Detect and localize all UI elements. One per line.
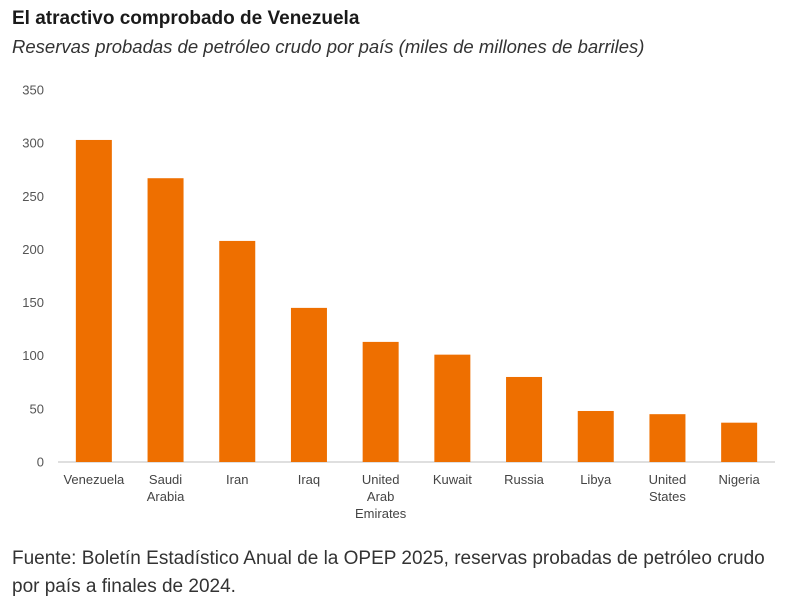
bar — [147, 178, 184, 462]
x-tick-label: Venezuela — [63, 472, 124, 487]
y-tick-label: 200 — [22, 242, 44, 257]
x-tick-label: Saudi Arabia — [147, 472, 185, 504]
x-tick-label: Iraq — [298, 472, 320, 487]
x-axis: Venezuela Saudi Arabia Iran Iraq United Arab Em… — [63, 472, 760, 521]
y-tick-label: 250 — [22, 189, 44, 204]
bar-chart: 0 50 100 150 200 250 300 350 Venezuela Saudi Arab… — [22, 83, 775, 521]
y-tick-label: 0 — [37, 455, 44, 470]
y-tick-label: 300 — [22, 136, 44, 151]
y-axis: 0 50 100 150 200 250 300 350 — [22, 83, 44, 470]
y-tick-label: 150 — [22, 295, 44, 310]
y-tick-label: 100 — [22, 348, 44, 363]
x-tick-label: Russia — [504, 472, 545, 487]
bar — [434, 354, 471, 462]
x-tick-label: Kuwait — [433, 472, 472, 487]
chart-title: El atractivo comprobado de Venezuela — [12, 8, 360, 29]
bar — [75, 139, 112, 462]
bar — [506, 376, 543, 462]
y-tick-label: 50 — [30, 401, 44, 416]
y-tick-label: 350 — [22, 83, 44, 98]
bar — [219, 240, 256, 462]
x-tick-label: Iran — [226, 472, 248, 487]
bars — [75, 139, 758, 462]
x-tick-label: United States — [649, 472, 687, 504]
bar — [362, 341, 399, 462]
x-tick-label: Libya — [580, 472, 612, 487]
source-note: Fuente: Boletín Estadístico Anual de la … — [12, 548, 765, 597]
x-tick-label: United Arab Emirates — [355, 472, 407, 521]
bar — [721, 422, 758, 462]
bar — [577, 410, 614, 462]
chart-subtitle: Reservas probadas de petróleo crudo por … — [12, 36, 645, 57]
x-tick-label: Nigeria — [719, 472, 761, 487]
bar — [649, 414, 686, 462]
bar — [290, 307, 327, 462]
